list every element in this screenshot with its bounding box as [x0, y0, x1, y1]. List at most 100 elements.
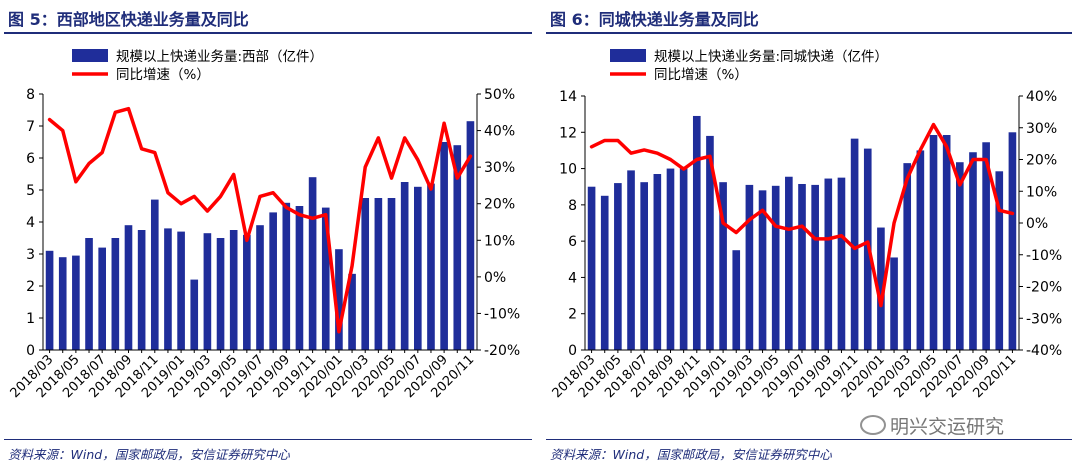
y-tick-label-left: 14: [559, 89, 577, 105]
bar: [719, 182, 727, 350]
y-tick-label-right: 20%: [484, 197, 515, 213]
bar: [732, 250, 741, 350]
bar: [45, 250, 54, 350]
bar: [877, 227, 885, 350]
y-tick-label-right: -30%: [1026, 311, 1062, 327]
bar: [666, 168, 675, 350]
y-tick-label-right: 20%: [1026, 153, 1057, 169]
y-tick-label-right: 40%: [1026, 89, 1057, 105]
y-tick-label-left: 2: [26, 279, 35, 295]
y-tick-label-left: 7: [26, 119, 35, 135]
bar: [627, 170, 635, 350]
bar: [614, 183, 622, 350]
y-tick-label-right: -10%: [1026, 248, 1062, 264]
y-tick-label-right: 50%: [484, 87, 515, 103]
y-tick-label-right: -10%: [484, 306, 520, 322]
chart-intracity: 规模以上快递业务量:同城快递（亿件） 同比增速（%） 0 2 4 6 8 10 12 14 -40%…: [550, 49, 1062, 401]
chart-title: 图 6：同城快递业务量及同比: [550, 10, 759, 29]
bar: [798, 183, 806, 350]
bar: [679, 166, 688, 350]
bar: [771, 185, 780, 350]
bar: [256, 225, 264, 350]
bar: [216, 238, 225, 350]
y-tick-label-left: 3: [26, 247, 35, 263]
bar: [72, 255, 80, 350]
y-tick-label-right: -20%: [484, 343, 520, 359]
bar: [400, 182, 409, 350]
bar: [745, 184, 754, 350]
watermark: 明兴交运研究: [860, 412, 1004, 439]
bar: [785, 176, 793, 350]
line-series: [589, 122, 1015, 308]
y-tick-label-right: 30%: [1026, 121, 1057, 137]
y-tick-label-left: 2: [568, 307, 577, 323]
bar: [150, 199, 159, 350]
y-tick-label-left: 12: [559, 125, 577, 141]
y-tick-label-left: 8: [568, 198, 577, 214]
bar: [466, 121, 475, 350]
bar: [824, 178, 833, 350]
y-tick-label-left: 6: [568, 234, 577, 250]
bar: [837, 177, 846, 350]
y-tick-label-left: 5: [26, 183, 35, 199]
line-series: [47, 106, 473, 334]
y-tick-label-right: 0%: [1026, 216, 1048, 232]
bar: [137, 230, 146, 350]
bar: [111, 238, 120, 350]
source-note: 资料来源：Wind，国家邮政局，安信证券研究中心: [8, 447, 290, 462]
legend-label: 同比增速（%）: [116, 67, 210, 83]
bar: [427, 183, 435, 350]
y-tick-label-left: 0: [568, 343, 577, 359]
y-tick-label-left: 4: [568, 270, 577, 286]
y-tick-label-right: 10%: [1026, 184, 1057, 200]
y-tick-label-left: 6: [26, 151, 35, 167]
bar: [600, 195, 609, 350]
bar: [850, 138, 859, 350]
y-tick-label-left: 10: [559, 162, 577, 178]
bar: [587, 186, 596, 350]
bar: [942, 135, 951, 350]
bar: [916, 150, 925, 350]
bar: [229, 230, 238, 350]
legend-bar-swatch: [72, 49, 108, 62]
bar: [124, 225, 133, 350]
bar: [295, 206, 304, 350]
bar: [440, 142, 448, 350]
bar: [203, 233, 212, 350]
chart-west: 规模以上快递业务量:西部（亿件） 同比增速（%） 0 1 2 3 4 5 6 7 8 -20% -10%…: [8, 49, 520, 401]
bar: [890, 257, 898, 350]
source-note: 资料来源：Wind，国家邮政局，安信证券研究中心: [550, 447, 832, 462]
bar: [706, 135, 714, 350]
chart-panel-west: 图 5：西部地区快递业务量及同比 规模以上快递业务量:西部（亿件） 同比增速（%）…: [4, 10, 532, 462]
bar: [929, 135, 938, 350]
y-tick-label-left: 0: [26, 343, 35, 359]
watermark-text: 明兴交运研究: [890, 416, 1005, 438]
bar: [640, 182, 648, 350]
bar: [414, 186, 422, 350]
title-rule: [546, 32, 1072, 34]
bar: [692, 115, 701, 351]
bar: [969, 152, 977, 350]
y-tick-label-right: -40%: [1026, 343, 1062, 359]
legend-label: 同比增速（%）: [654, 67, 748, 83]
y-tick-label-right: 30%: [484, 160, 515, 176]
bar: [85, 238, 93, 350]
bar: [361, 198, 370, 350]
bar: [1008, 132, 1017, 350]
bar: [348, 273, 356, 350]
y-tick-label-left: 4: [26, 215, 35, 231]
y-tick-label-left: 8: [26, 87, 35, 103]
bar: [758, 190, 767, 350]
source-rule: [546, 439, 1072, 440]
y-tick-label-right: 40%: [484, 124, 515, 140]
bar: [282, 202, 291, 350]
legend-label: 规模以上快递业务量:西部（亿件）: [116, 49, 323, 65]
y-tick-label-left: 1: [26, 311, 35, 327]
bar: [335, 249, 343, 350]
bar: [308, 177, 317, 350]
bar: [653, 174, 662, 350]
bar: [453, 145, 462, 350]
bar: [177, 231, 185, 350]
bar: [387, 198, 396, 350]
bar: [374, 198, 383, 350]
